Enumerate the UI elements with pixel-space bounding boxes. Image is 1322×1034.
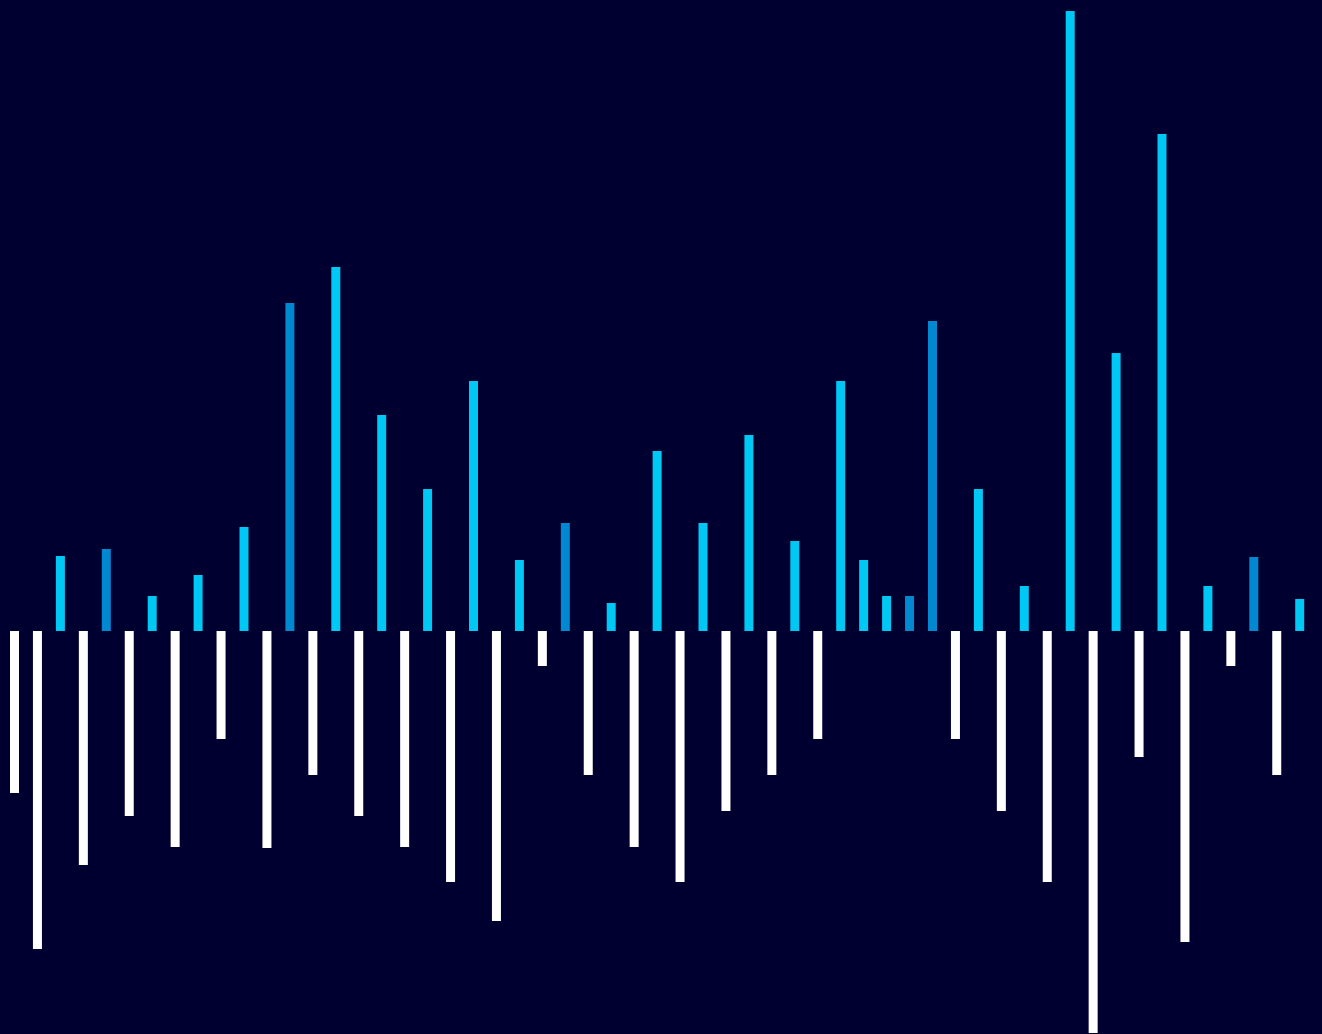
bar-12 bbox=[285, 303, 295, 631]
bar-28 bbox=[652, 451, 662, 631]
bar-13 bbox=[308, 631, 318, 775]
bar-21 bbox=[491, 631, 501, 921]
bar-53 bbox=[1226, 631, 1236, 666]
bar-0 bbox=[10, 631, 19, 793]
bar-49 bbox=[1134, 631, 1144, 757]
bar-6 bbox=[147, 596, 157, 631]
bar-18 bbox=[423, 489, 433, 631]
bar-46 bbox=[1065, 11, 1075, 631]
bar-3 bbox=[78, 631, 88, 865]
bar-50 bbox=[1157, 134, 1167, 631]
bar-31 bbox=[721, 631, 731, 811]
bar-20 bbox=[469, 381, 478, 631]
bar-55 bbox=[1272, 631, 1282, 775]
bar-27 bbox=[629, 631, 639, 847]
bar-8 bbox=[193, 575, 203, 631]
bar-11 bbox=[262, 631, 272, 848]
bar-5 bbox=[124, 631, 134, 816]
bar-22 bbox=[514, 560, 524, 631]
bar-14 bbox=[331, 267, 341, 631]
bar-39 bbox=[905, 596, 915, 631]
bar-7 bbox=[170, 631, 180, 847]
bar-25 bbox=[583, 631, 593, 775]
bar-36 bbox=[836, 381, 846, 631]
bar-52 bbox=[1203, 586, 1213, 631]
bar-42 bbox=[973, 489, 983, 631]
bar-9 bbox=[216, 631, 226, 739]
bar-23 bbox=[537, 631, 547, 666]
bar-45 bbox=[1042, 631, 1052, 882]
bar-56 bbox=[1295, 599, 1305, 631]
bar-1 bbox=[32, 631, 42, 949]
bar-10 bbox=[239, 527, 249, 631]
bar-29 bbox=[675, 631, 685, 882]
bar-16 bbox=[377, 415, 387, 631]
bar-24 bbox=[560, 523, 570, 631]
bar-38 bbox=[882, 596, 892, 631]
bar-15 bbox=[354, 631, 364, 816]
bar-51 bbox=[1180, 631, 1190, 942]
bar-40 bbox=[928, 321, 937, 631]
bar-37 bbox=[859, 560, 869, 631]
bar-34 bbox=[790, 541, 800, 631]
bar-17 bbox=[400, 631, 410, 847]
bar-2 bbox=[55, 556, 65, 631]
bar-19 bbox=[446, 631, 456, 882]
bar-4 bbox=[101, 549, 111, 631]
bar-47 bbox=[1088, 631, 1098, 1033]
bar-48 bbox=[1111, 353, 1121, 631]
bar-30 bbox=[698, 523, 708, 631]
bar-54 bbox=[1249, 557, 1259, 631]
bar-41 bbox=[950, 631, 960, 739]
bar-44 bbox=[1019, 586, 1029, 631]
bar-43 bbox=[996, 631, 1006, 811]
bars-group bbox=[10, 11, 1305, 1033]
bar-32 bbox=[744, 435, 754, 631]
bar-26 bbox=[606, 603, 616, 631]
bar-35 bbox=[813, 631, 823, 739]
bar-33 bbox=[767, 631, 777, 775]
